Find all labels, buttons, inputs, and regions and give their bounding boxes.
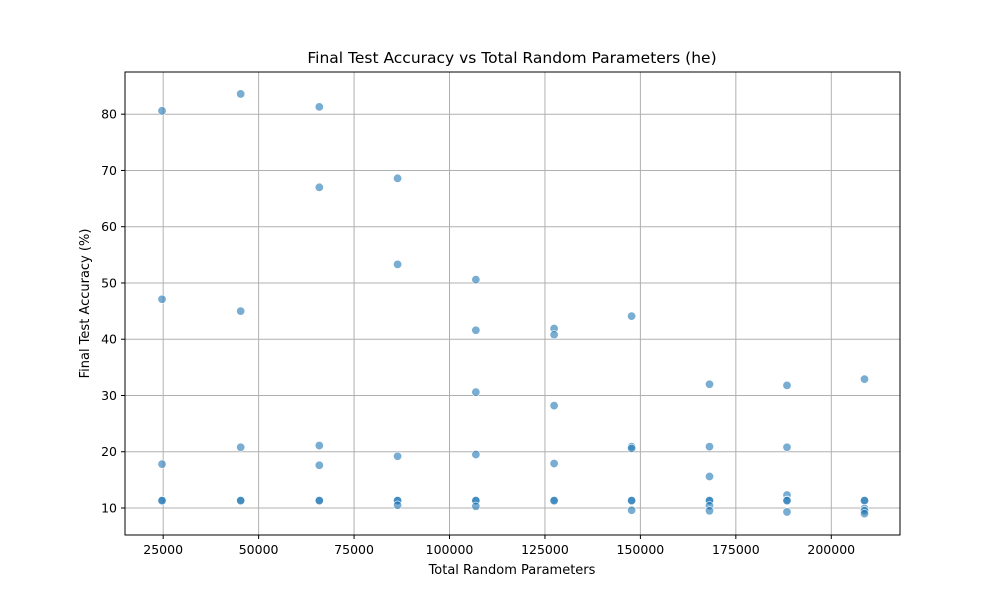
y-axis-ticks: 10 20 30 40 50 60 70 80 <box>101 107 125 515</box>
data-point <box>236 306 246 316</box>
data-point <box>314 496 324 506</box>
data-point <box>471 275 481 285</box>
x-axis-label: Total Random Parameters <box>428 563 596 578</box>
data-point <box>314 441 324 451</box>
plot-area-frame <box>124 71 901 536</box>
data-point <box>471 325 481 335</box>
y-tick-label: 60 <box>101 219 117 234</box>
y-tick-label: 80 <box>101 107 117 122</box>
data-point <box>549 496 559 506</box>
grid-lines <box>125 72 900 535</box>
data-points <box>157 89 869 519</box>
y-tick-label: 40 <box>101 332 117 347</box>
data-point <box>471 501 481 511</box>
data-point <box>549 330 559 340</box>
data-point <box>859 509 869 519</box>
y-axis-label: Final Test Accuracy (%) <box>78 229 93 379</box>
y-tick-label: 20 <box>101 444 117 459</box>
data-point <box>314 182 324 192</box>
data-point <box>704 379 714 389</box>
data-point <box>704 506 714 516</box>
data-point <box>314 460 324 470</box>
data-point <box>704 471 714 481</box>
data-point <box>782 442 792 452</box>
y-tick-label: 50 <box>101 275 117 290</box>
data-point <box>393 259 403 269</box>
data-point <box>393 451 403 461</box>
data-point <box>157 294 167 304</box>
y-tick-label: 10 <box>101 500 117 515</box>
data-point <box>782 380 792 390</box>
x-tick-label: 25000 <box>143 542 183 557</box>
data-point <box>236 496 246 506</box>
x-tick-label: 175000 <box>712 542 760 557</box>
x-tick-label: 125000 <box>521 542 569 557</box>
data-point <box>549 459 559 469</box>
data-point <box>157 106 167 116</box>
chart-title: Final Test Accuracy vs Total Random Para… <box>307 49 716 67</box>
y-tick-label: 70 <box>101 163 117 178</box>
data-point <box>627 496 637 506</box>
x-tick-label: 50000 <box>239 542 279 557</box>
data-point <box>471 450 481 460</box>
x-tick-label: 75000 <box>334 542 374 557</box>
x-tick-label: 200000 <box>807 542 855 557</box>
data-point <box>393 500 403 510</box>
data-point <box>859 496 869 506</box>
x-tick-label: 100000 <box>426 542 474 557</box>
data-point <box>236 442 246 452</box>
data-point <box>782 507 792 517</box>
y-tick-label: 30 <box>101 388 117 403</box>
x-axis-ticks: 25000 50000 75000 100000 125000 150000 175000 2… <box>143 535 855 557</box>
data-point <box>859 374 869 384</box>
x-tick-label: 150000 <box>617 542 665 557</box>
data-point <box>393 173 403 183</box>
data-point <box>549 401 559 411</box>
data-point <box>236 89 246 99</box>
data-point <box>157 496 167 506</box>
data-point <box>627 311 637 321</box>
data-point <box>471 387 481 397</box>
data-point <box>627 505 637 515</box>
data-point <box>704 442 714 452</box>
data-point <box>157 459 167 469</box>
data-point <box>627 443 637 453</box>
data-point <box>314 102 324 112</box>
data-point <box>782 496 792 506</box>
